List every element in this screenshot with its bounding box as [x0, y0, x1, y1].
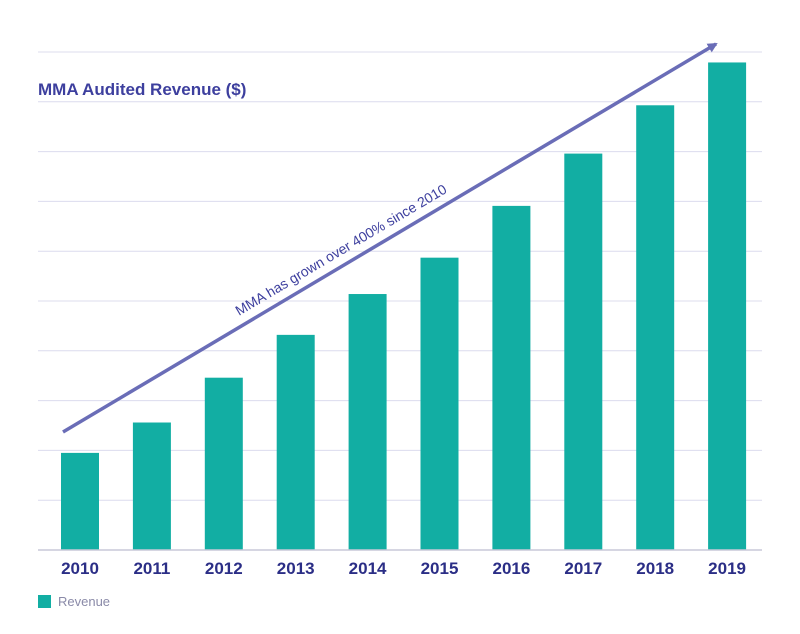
x-tick-label: 2016: [492, 559, 530, 578]
x-tick-label: 2010: [61, 559, 99, 578]
x-tick-label: 2012: [205, 559, 243, 578]
bar-2010: [61, 452, 99, 550]
x-tick-label: 2014: [349, 559, 387, 578]
legend-label: Revenue: [58, 594, 110, 609]
x-tick-label: 2017: [564, 559, 602, 578]
x-tick-label: 2015: [421, 559, 459, 578]
bar-2019: [708, 62, 747, 550]
bar-2017: [564, 153, 603, 551]
x-tick-labels: 2010 2011 2012 2013 2014 2015 2016 2017 2018 2019: [61, 559, 746, 578]
bar-2012: [204, 377, 243, 550]
chart-title: MMA Audited Revenue ($): [38, 80, 246, 99]
x-tick-label: 2011: [133, 559, 170, 578]
bar-2014: [348, 294, 387, 550]
legend-swatch: [38, 595, 51, 608]
bar-2016: [492, 205, 531, 550]
x-tick-label: 2018: [636, 559, 674, 578]
bar-2015: [420, 257, 459, 550]
bars: [61, 62, 747, 551]
x-tick-label: 2013: [277, 559, 315, 578]
growth-arrow: [62, 42, 718, 434]
bar-2011: [132, 422, 171, 550]
x-tick-label: 2019: [708, 559, 746, 578]
legend: Revenue: [38, 594, 110, 609]
bar-2018: [636, 105, 675, 550]
bar-2013: [276, 334, 315, 550]
